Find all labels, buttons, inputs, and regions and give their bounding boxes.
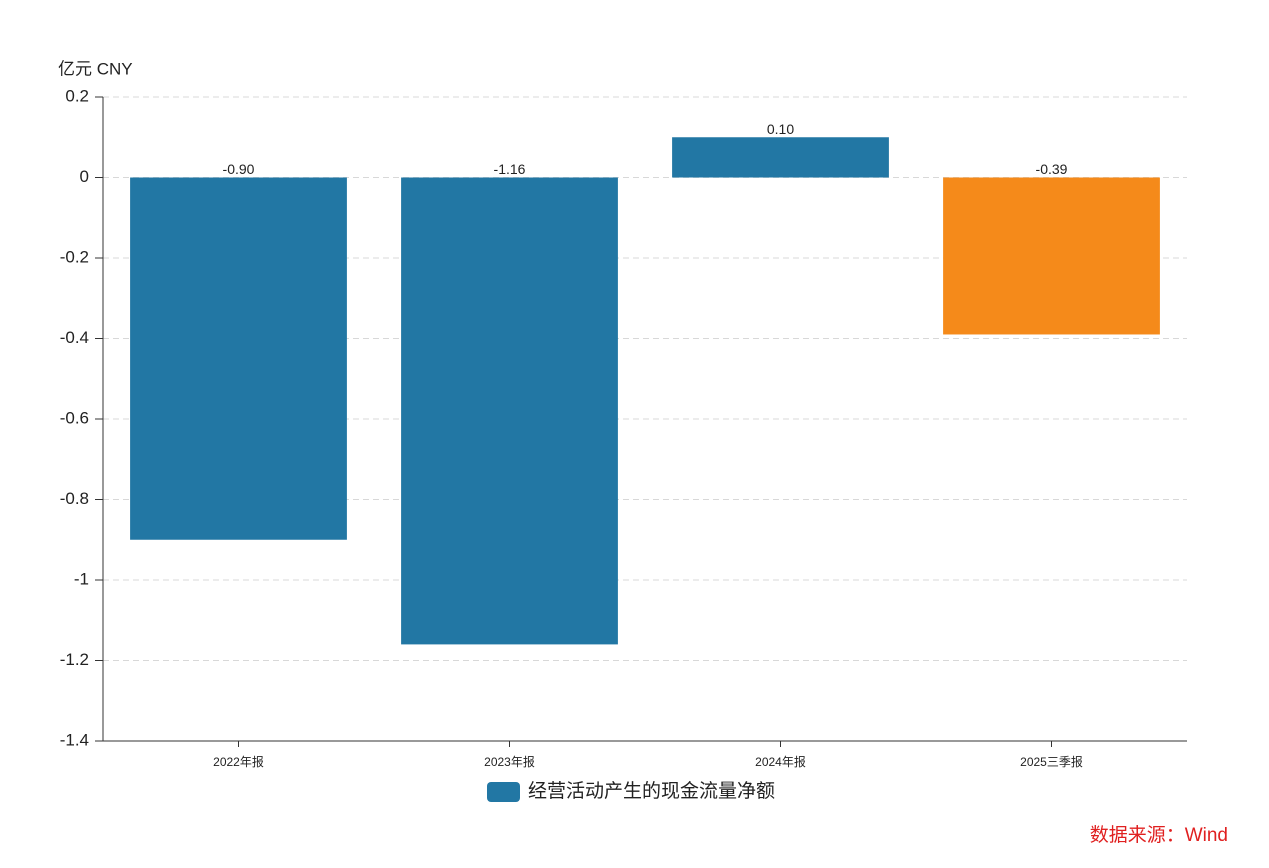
data-label: -1.16	[494, 161, 526, 177]
y-tick-label: -0.6	[60, 408, 89, 427]
x-tick-label: 2023年报	[484, 754, 535, 769]
y-tick-label: -0.2	[60, 247, 89, 266]
y-tick-label: -1	[74, 569, 89, 588]
y-tick-label: 0	[80, 167, 89, 186]
x-tick-label: 2022年报	[213, 754, 264, 769]
y-axis-label: 亿元 CNY	[58, 59, 133, 78]
x-tick-label: 2025三季报	[1020, 754, 1083, 769]
legend-label: 经营活动产生的现金流量净额	[528, 780, 775, 802]
bar	[130, 177, 347, 540]
source: 数据来源：Wind	[1090, 824, 1228, 846]
y-tick-label: -0.4	[60, 328, 89, 347]
y-tick-label: -1.2	[60, 650, 89, 669]
bar	[401, 177, 618, 645]
data-label: -0.39	[1036, 161, 1068, 177]
y-tick-label: -0.8	[60, 489, 89, 508]
x-tick-label: 2024年报	[755, 754, 806, 769]
y-tick-label: 0.2	[65, 86, 89, 105]
data-label: 0.10	[767, 121, 794, 137]
bar	[943, 177, 1160, 335]
y-tick-label: -1.4	[60, 730, 89, 749]
bar	[672, 137, 889, 178]
legend-swatch	[487, 782, 520, 802]
data-label: -0.90	[223, 161, 255, 177]
